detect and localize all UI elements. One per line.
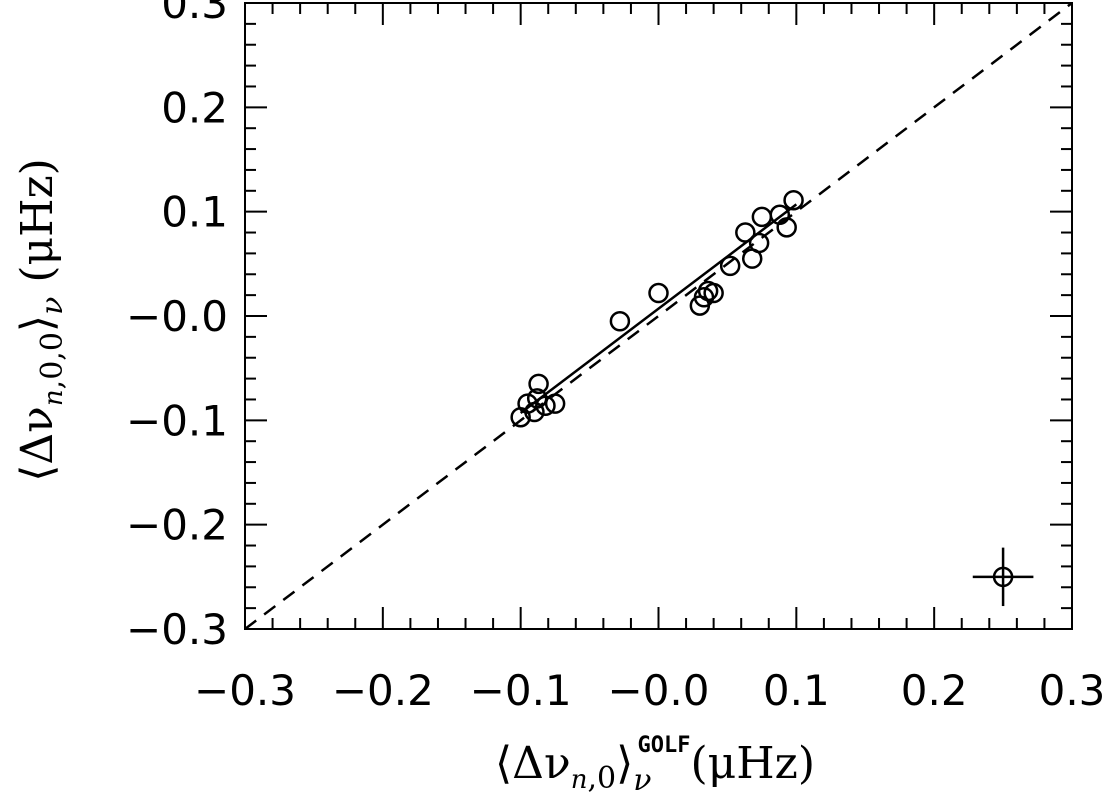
data-point: [769, 204, 791, 226]
y-tick-label: 0.1: [161, 188, 228, 237]
x-tick-label: −0.0: [608, 666, 710, 715]
data-point: [751, 206, 773, 228]
data-point: [609, 310, 631, 332]
x-tick-label: −0.1: [470, 666, 572, 715]
reference-dashed-line: [244, 2, 1073, 630]
data-point: [776, 217, 797, 238]
data-point: [528, 373, 549, 395]
data-point: [748, 232, 770, 254]
y-tick-label: −0.0: [126, 292, 228, 341]
points-layer: [510, 189, 804, 428]
y-axis-title: ⟨Δνn,0,0⟩ν (μHz): [12, 158, 70, 482]
error-bar-marker: [992, 566, 1014, 588]
x-tick-label: 0.2: [901, 666, 968, 715]
plot-frame: [244, 2, 1073, 630]
x-tick-label: 0.3: [1039, 666, 1106, 715]
error-bar-layer: [972, 547, 1034, 607]
y-tick-label: 0.3: [161, 0, 228, 28]
y-tick-label: −0.3: [126, 605, 228, 654]
data-point: [648, 282, 669, 304]
data-point: [719, 255, 741, 277]
data-point: [535, 395, 556, 416]
tick-labels-layer: −0.3 −0.2 −0.1 −0.0 0.1 0.2 0.3 −0.3 −0.2 −0.1 −0.…: [126, 0, 1105, 715]
x-tick-label: −0.3: [194, 666, 296, 715]
y-tick-label: −0.1: [126, 396, 228, 445]
y-tick-label: 0.2: [161, 83, 228, 132]
y-tick-label: −0.2: [126, 501, 228, 550]
x-axis-title: ⟨Δνn,0⟩νGOLF(μHz): [495, 733, 815, 797]
data-point: [703, 282, 724, 304]
data-point: [735, 222, 756, 243]
data-point: [544, 393, 566, 414]
lines-layer: [244, 2, 1073, 630]
x-tick-label: 0.1: [763, 666, 830, 715]
data-point: [783, 189, 804, 211]
x-tick-label: −0.2: [332, 666, 434, 715]
data-point: [524, 401, 545, 423]
